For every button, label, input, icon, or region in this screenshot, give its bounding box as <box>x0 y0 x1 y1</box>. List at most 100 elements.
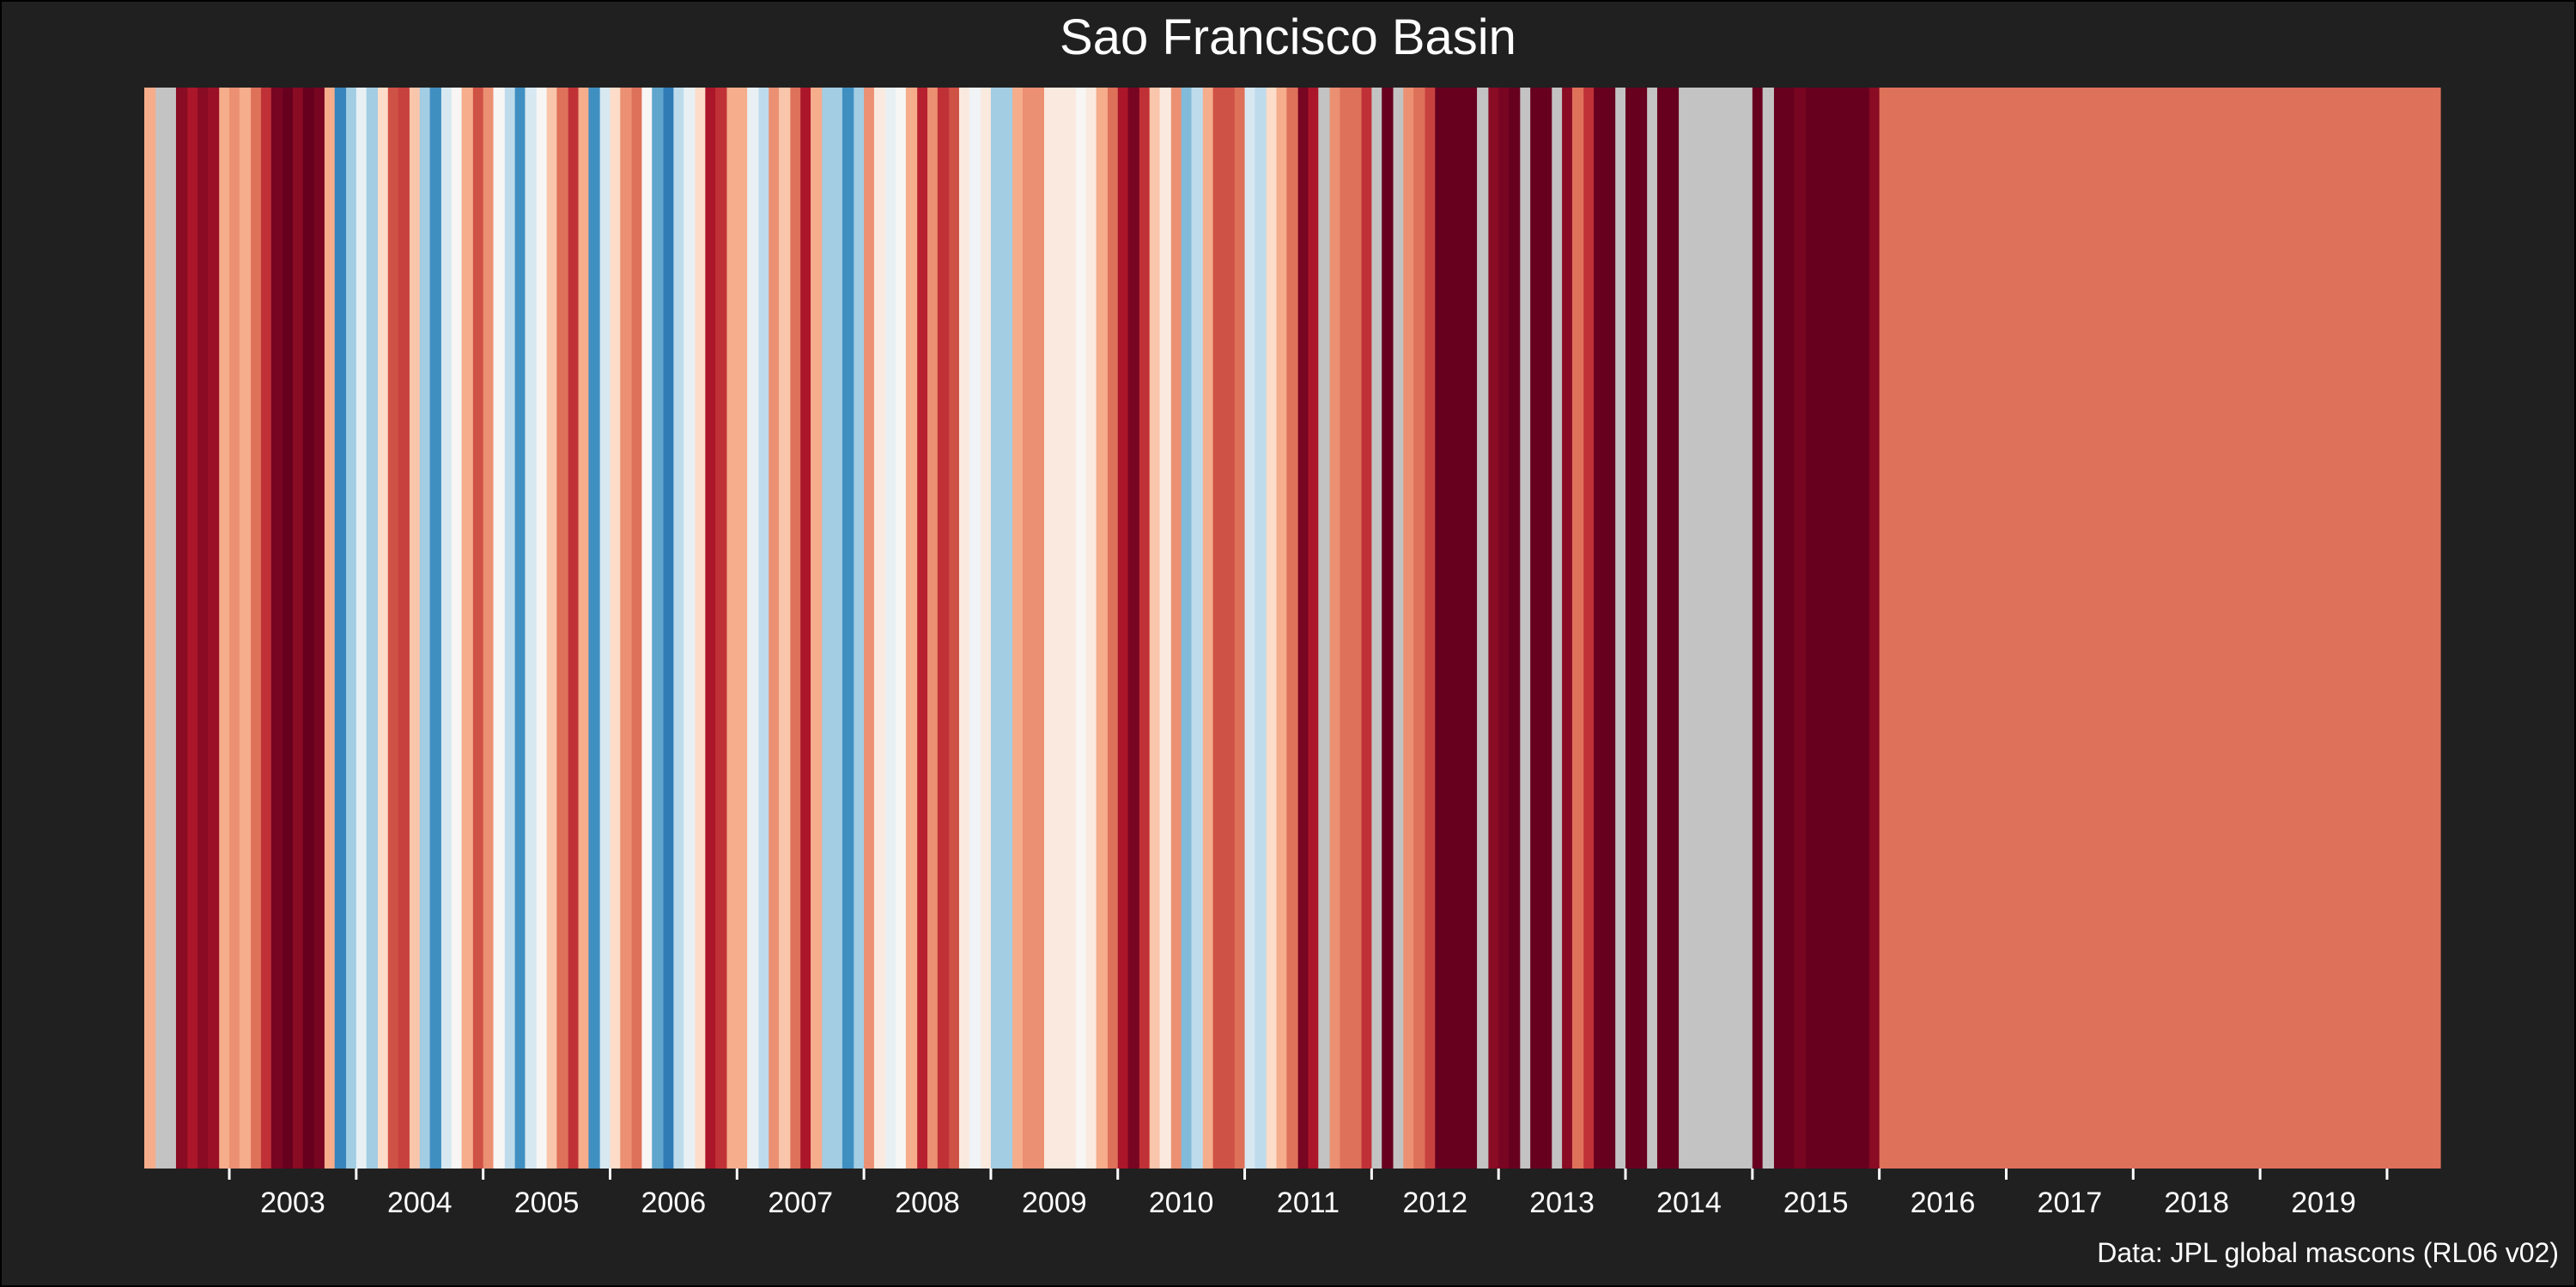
stripe <box>610 88 621 1169</box>
stripe <box>747 88 760 1169</box>
x-tick-label: 2004 <box>387 1187 453 1219</box>
stripe <box>1012 88 1024 1169</box>
stripe <box>239 88 252 1169</box>
stripe <box>1815 88 1827 1169</box>
stripe <box>652 88 665 1169</box>
stripe <box>155 88 167 1169</box>
stripe <box>958 88 970 1169</box>
stripe <box>1488 88 1499 1169</box>
stripe <box>1445 88 1458 1169</box>
stripe <box>1826 88 1838 1169</box>
stripe <box>1752 88 1764 1169</box>
stripe <box>854 88 865 1169</box>
stripe <box>1022 88 1034 1169</box>
stripe <box>1688 88 1700 1169</box>
stripe <box>366 88 379 1169</box>
stripe <box>1255 88 1267 1169</box>
stripe <box>917 88 928 1169</box>
stripe <box>546 88 558 1169</box>
stripe <box>260 88 272 1169</box>
stripe <box>1159 88 1172 1169</box>
stripe <box>1710 88 1722 1169</box>
stripe <box>1075 88 1087 1169</box>
stripe <box>251 88 262 1169</box>
stripe <box>1371 88 1382 1169</box>
stripe <box>1318 88 1331 1169</box>
stripe <box>1202 88 1214 1169</box>
stripe <box>1520 88 1531 1169</box>
stripe <box>1054 88 1066 1169</box>
stripe <box>631 88 643 1169</box>
stripe <box>1425 88 1436 1169</box>
stripe <box>1794 88 1807 1169</box>
stripe <box>1382 88 1394 1169</box>
stripe <box>683 88 696 1169</box>
stripe <box>1117 88 1129 1169</box>
stripe <box>1868 88 1880 1169</box>
x-tick-label: 2013 <box>1529 1187 1595 1219</box>
stripe <box>1552 88 1563 1169</box>
stripe <box>641 88 653 1169</box>
stripe <box>536 88 548 1169</box>
stripe <box>314 88 325 1169</box>
stripe <box>283 88 294 1169</box>
stripe <box>1625 88 1637 1169</box>
stripe <box>1477 88 1489 1169</box>
stripe <box>1350 88 1363 1169</box>
stripe <box>1413 88 1426 1169</box>
stripe <box>578 88 589 1169</box>
stripe <box>1603 88 1616 1169</box>
x-tick-label: 2009 <box>1022 1187 1087 1219</box>
x-tick-label: 2014 <box>1656 1187 1722 1219</box>
stripe <box>896 88 907 1169</box>
stripe <box>1667 88 1680 1169</box>
stripe <box>409 88 421 1169</box>
x-tick-label: 2006 <box>641 1187 707 1219</box>
stripe <box>1720 88 1732 1169</box>
x-tick-label: 2005 <box>514 1187 580 1219</box>
stripe <box>493 88 506 1169</box>
stripe <box>1656 88 1668 1169</box>
stripe <box>324 88 336 1169</box>
stripe <box>1879 88 2441 1169</box>
stripe <box>1594 88 1605 1169</box>
stripe <box>832 88 843 1169</box>
stripe <box>355 88 368 1169</box>
stripe <box>937 88 950 1169</box>
x-tick-label: 2010 <box>1149 1187 1214 1219</box>
stripe <box>568 88 580 1169</box>
stripe <box>429 88 442 1169</box>
stripe <box>1297 88 1309 1169</box>
stripe <box>790 88 801 1169</box>
x-tick-label: 2016 <box>1911 1187 1976 1219</box>
x-tick-label: 2015 <box>1783 1187 1849 1219</box>
stripe <box>1635 88 1648 1169</box>
stripe <box>1244 88 1255 1169</box>
stripe <box>1730 88 1743 1169</box>
stripe <box>1742 88 1753 1169</box>
stripe <box>207 88 220 1169</box>
stripe <box>451 88 463 1169</box>
stripe <box>885 88 896 1169</box>
x-axis-ticks: 2003 2004 2005 2006 2007 2008 2009 2010 2011 2012… <box>228 1169 2389 1219</box>
stripe <box>1127 88 1140 1169</box>
stripe <box>1837 88 1849 1169</box>
stripe <box>1583 88 1595 1169</box>
stripe <box>419 88 431 1169</box>
stripe <box>990 88 1002 1169</box>
stripe <box>737 88 748 1169</box>
stripe <box>514 88 526 1169</box>
stripe <box>1805 88 1817 1169</box>
stripe <box>1698 88 1711 1169</box>
stripe <box>1509 88 1521 1169</box>
stripe <box>1435 88 1446 1169</box>
stripe <box>1096 88 1109 1169</box>
stripe <box>1000 88 1013 1169</box>
stripe <box>1139 88 1151 1169</box>
x-tick-label: 2007 <box>768 1187 833 1219</box>
stripe <box>346 88 357 1169</box>
x-tick-label: 2008 <box>895 1187 960 1219</box>
stripe <box>1615 88 1626 1169</box>
stripe <box>779 88 791 1169</box>
